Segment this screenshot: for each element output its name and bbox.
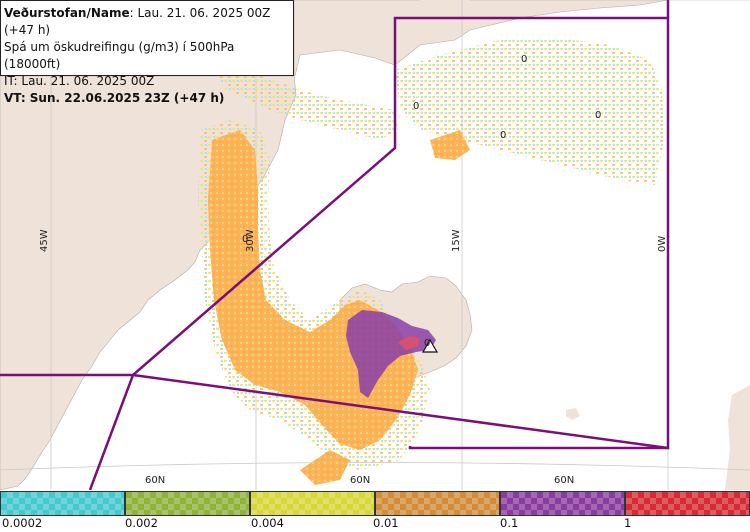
legend-swatch-3	[250, 491, 375, 516]
ash-plume-high	[346, 310, 436, 398]
fir-boundary	[0, 0, 670, 490]
legend-swatch-5	[500, 491, 625, 516]
ash-plume-peak	[398, 336, 420, 350]
lon-label-0w: 0W	[657, 236, 668, 252]
forecast-description: Spá um öskudreifingu (g/m3) í 500hPa (18…	[4, 40, 235, 71]
faroe-islands	[566, 408, 580, 420]
contour-label-2: 0	[413, 101, 419, 112]
agency-label: Veðurstofan/Name	[4, 6, 130, 20]
lat-label-2: 60N	[350, 475, 370, 486]
contour-label-1: 0	[521, 54, 527, 65]
norway-coast	[725, 385, 750, 490]
volcano-marker	[421, 338, 439, 353]
valid-time: VT: Sun. 22.06.2025 23Z (+47 h)	[4, 91, 225, 105]
legend-tick-4: 0.01	[373, 516, 399, 530]
color-scale-legend	[0, 491, 750, 516]
legend-tick-2: 0.002	[125, 516, 158, 530]
legend-swatch-1	[0, 491, 125, 516]
contour-label-6: 0	[424, 338, 430, 349]
lat-label-1: 60N	[145, 475, 165, 486]
lat-label-3: 60N	[554, 475, 574, 486]
header-line-1: Veðurstofan/Name: Lau. 21. 06. 2025 00Z …	[4, 5, 290, 39]
contour-label-5: 0	[242, 234, 248, 245]
legend-tick-labels: 0.0002 0.002 0.004 0.01 0.1 1	[0, 515, 750, 532]
lon-label-30w: 30W	[245, 229, 256, 252]
legend-swatch-6	[625, 491, 750, 516]
contour-label-4: 0	[500, 130, 506, 141]
greenland-land	[0, 0, 750, 490]
legend-tick-5: 0.1	[500, 516, 519, 530]
legend-tick-1: 0.0002	[2, 516, 43, 530]
legend-tick-6: 1	[624, 516, 632, 530]
run-time: : Lau. 21. 06. 2025 00Z (+47 h)	[4, 6, 271, 37]
svalbard-land	[410, 0, 470, 18]
lon-label-45w: 45W	[39, 229, 50, 252]
ash-dispersion-map: 45W 30W 15W 0W 60N 60N 60N 0 0 0 0 0 0	[0, 0, 750, 490]
issue-time: IT: Lau. 21. 06. 2025 00Z	[4, 74, 155, 88]
legend-swatch-4	[375, 491, 500, 516]
forecast-info-box: Veðurstofan/Name: Lau. 21. 06. 2025 00Z …	[0, 0, 294, 105]
legend-tick-3: 0.004	[251, 516, 284, 530]
contour-label-3: 0	[595, 110, 601, 121]
lon-label-15w: 15W	[451, 229, 462, 252]
legend-swatch-2	[125, 491, 250, 516]
